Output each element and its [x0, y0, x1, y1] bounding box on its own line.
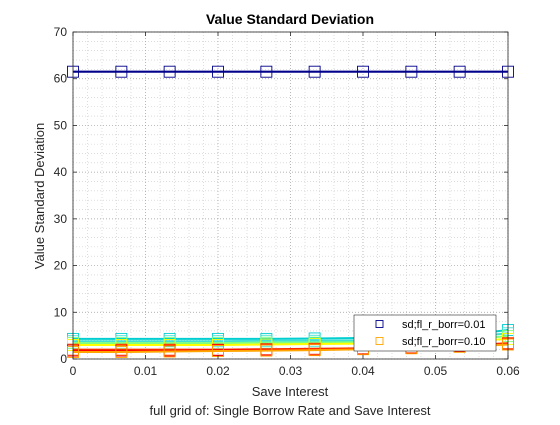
x-tick-label: 0.06 — [496, 364, 520, 378]
ticks: 0 0.01 0.02 0.03 0.04 0.05 0.06 0 10 20 30 40 50 60 70 — [54, 25, 520, 378]
y-tick-label: 30 — [54, 212, 68, 226]
x-axis-label: Save Interest — [252, 384, 329, 399]
data-point — [163, 65, 176, 78]
plot-area — [73, 32, 508, 359]
legend-marker — [375, 337, 384, 345]
figure-caption: full grid of: Single Borrow Rate and Sav… — [149, 403, 430, 418]
data-point — [308, 344, 321, 357]
x-tick-label: 0.05 — [424, 364, 448, 378]
series-0 — [67, 65, 514, 78]
legend: sd;fl_r_borr=0.01 sd;fl_r_borr=0.10 — [353, 314, 497, 352]
y-tick-label: 70 — [54, 25, 68, 39]
x-tick-label: 0.03 — [279, 364, 303, 378]
data-point — [260, 65, 273, 78]
data-point — [357, 65, 369, 78]
y-tick-label: 10 — [54, 305, 68, 319]
data-point — [163, 345, 176, 358]
data-point — [115, 65, 128, 78]
y-axis-label: Value Standard Deviation — [32, 123, 47, 269]
legend-label: sd;fl_r_borr=0.01 — [402, 319, 485, 331]
data-point — [115, 346, 128, 358]
data-point — [453, 65, 466, 78]
data-point — [405, 65, 418, 78]
x-tick-label: 0 — [70, 364, 77, 378]
x-tick-label: 0.04 — [351, 364, 375, 378]
y-tick-label: 60 — [54, 72, 68, 86]
chart-title: Value Standard Deviation — [206, 11, 374, 27]
legend-label: sd;fl_r_borr=0.10 — [402, 336, 485, 348]
data-point — [212, 65, 224, 78]
y-tick-label: 50 — [54, 118, 68, 132]
y-tick-label: 0 — [60, 352, 67, 366]
legend-box — [353, 314, 497, 352]
x-tick-label: 0.02 — [206, 364, 230, 378]
data-point — [308, 65, 321, 78]
y-tick-label: 20 — [54, 259, 68, 273]
data-point — [260, 344, 273, 357]
legend-marker — [375, 320, 384, 328]
x-tick-label: 0.01 — [134, 364, 158, 378]
y-tick-label: 40 — [54, 165, 68, 179]
